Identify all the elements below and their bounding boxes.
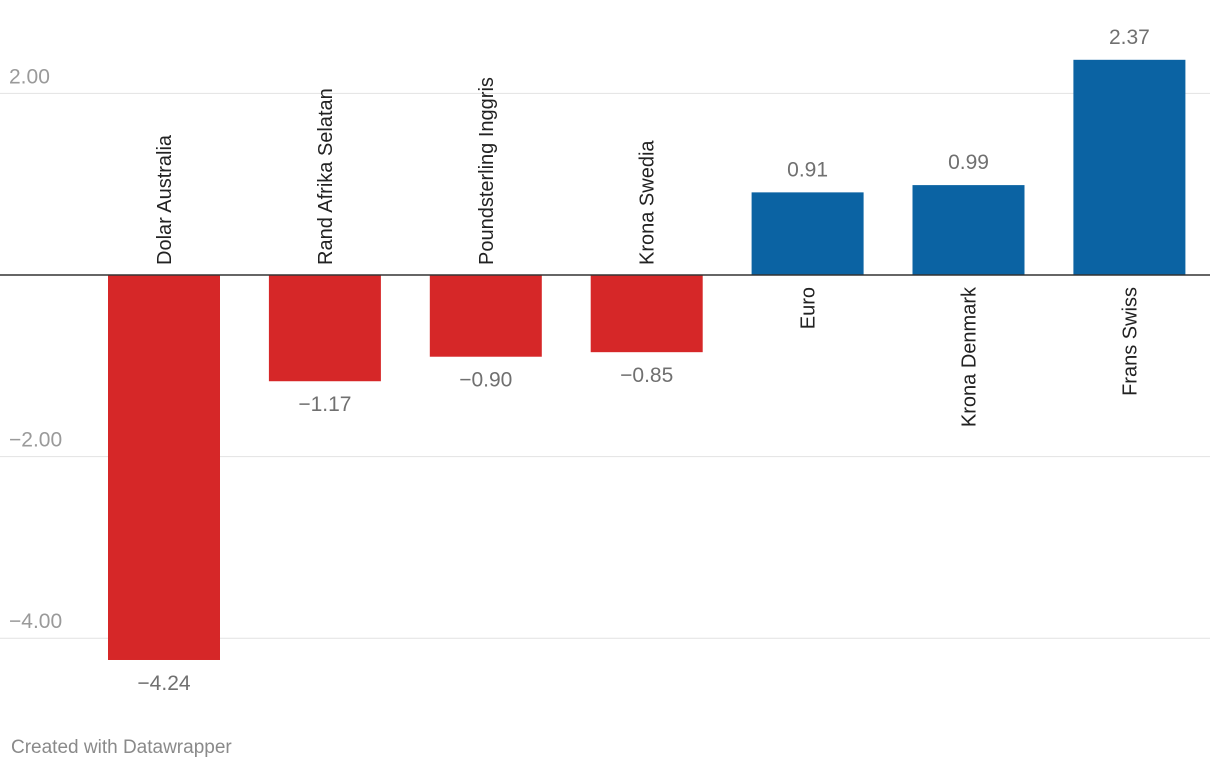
value-label-4: −0.85: [620, 364, 673, 387]
bar-5: [751, 192, 864, 275]
credit-text: Created with Datawrapper: [11, 737, 232, 758]
value-label-1: −4.24: [137, 672, 190, 695]
bar-3: [429, 275, 542, 357]
value-label-7: 2.37: [1109, 26, 1150, 49]
value-label-5: 0.91: [787, 158, 828, 181]
category-label-3: Poundsterling Inggris: [476, 77, 498, 265]
category-label-5: Euro: [798, 287, 820, 329]
y-tick-label-0: 2.00: [9, 65, 50, 88]
value-label-3: −0.90: [459, 369, 512, 392]
bar-4: [590, 275, 703, 353]
bar-2: [268, 275, 381, 382]
bar-chart: 2.00 −2.00 −4.00 −4.24 Dolar Australia −1.17 R…: [0, 26, 1210, 695]
value-label-6: 0.99: [948, 151, 989, 174]
bar-6: [912, 185, 1025, 275]
bar-1: [108, 275, 220, 660]
category-label-1: Dolar Australia: [154, 134, 176, 265]
value-label-2: −1.17: [298, 393, 351, 416]
y-tick-label-2: −4.00: [9, 610, 62, 633]
bar-7: [1073, 59, 1186, 275]
category-label-6: Krona Denmark: [959, 286, 981, 427]
category-label-2: Rand Afrika Selatan: [315, 88, 337, 265]
category-label-7: Frans Swiss: [1119, 287, 1141, 396]
category-label-4: Krona Swedia: [637, 140, 659, 265]
y-tick-label-1: −2.00: [9, 429, 62, 452]
